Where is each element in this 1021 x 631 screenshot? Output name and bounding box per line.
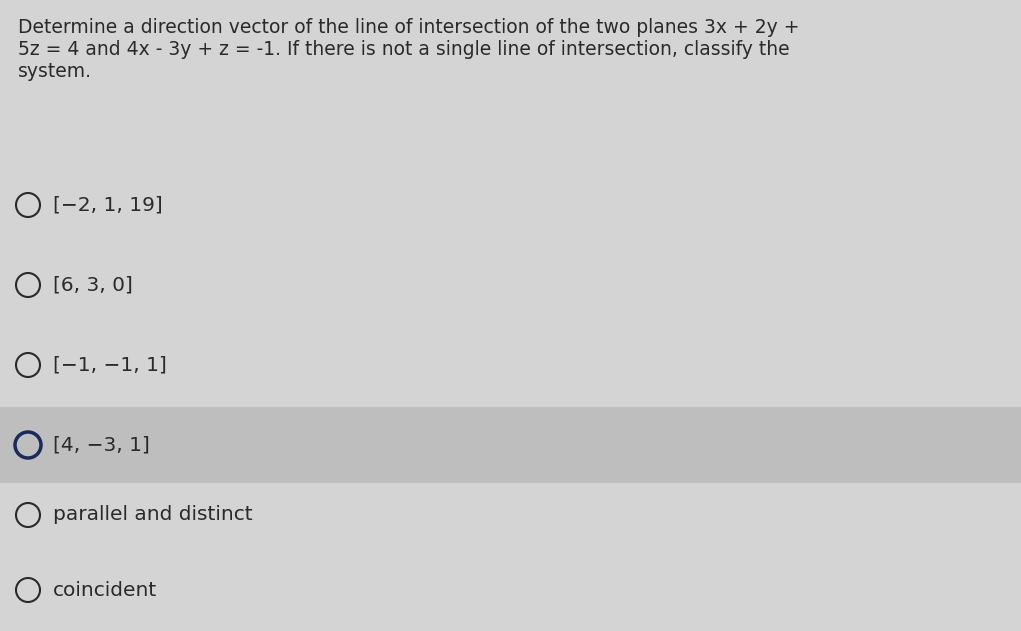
Bar — [0, 407, 1021, 483]
Text: coincident: coincident — [53, 581, 157, 599]
Text: [6, 3, 0]: [6, 3, 0] — [53, 276, 133, 295]
Text: Determine a direction vector of the line of intersection of the two planes 3x + : Determine a direction vector of the line… — [18, 18, 799, 37]
Text: [−1, −1, 1]: [−1, −1, 1] — [53, 355, 166, 375]
Text: system.: system. — [18, 62, 92, 81]
Text: [4, −3, 1]: [4, −3, 1] — [53, 435, 150, 454]
Text: 5z = 4 and 4x - 3y + z = -1. If there is not a single line of intersection, clas: 5z = 4 and 4x - 3y + z = -1. If there is… — [18, 40, 789, 59]
Text: [−2, 1, 19]: [−2, 1, 19] — [53, 196, 162, 215]
Text: parallel and distinct: parallel and distinct — [53, 505, 252, 524]
